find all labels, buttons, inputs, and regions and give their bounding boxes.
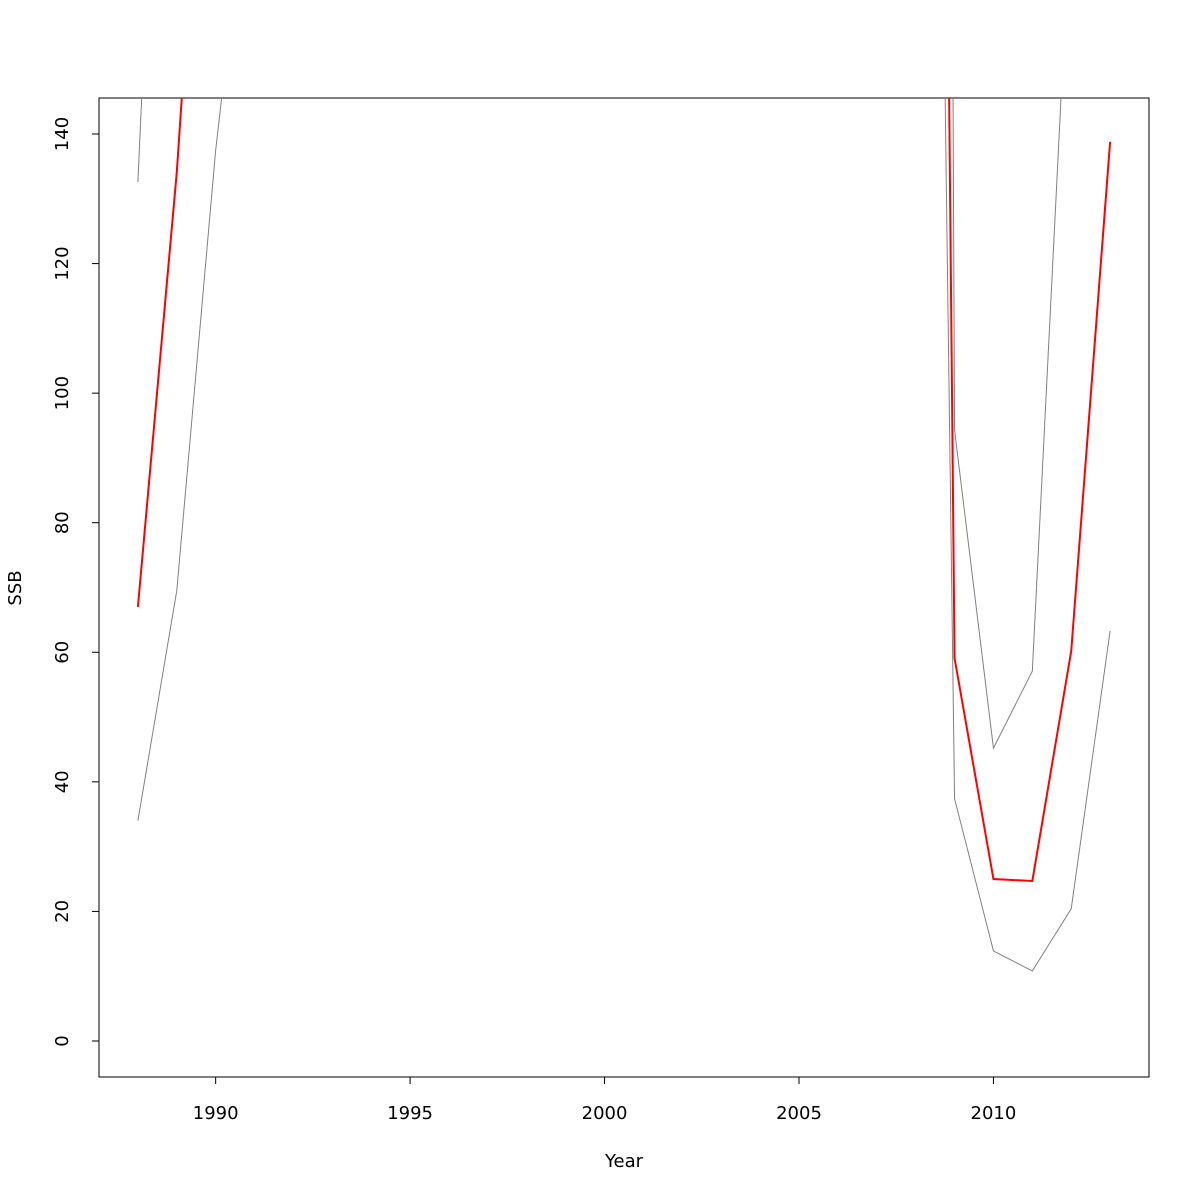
y-tick-label: 120	[52, 246, 73, 280]
x-tick-label: 1990	[193, 1103, 239, 1124]
plot-lines	[136, 98, 1112, 972]
y-tick-label: 60	[52, 641, 73, 664]
y-tick-label: 20	[52, 900, 73, 923]
y-tick-label: 40	[52, 770, 73, 793]
series-line	[137, 98, 1062, 750]
x-tick-label: 2005	[776, 1103, 822, 1124]
x-tick-label: 2010	[971, 1103, 1017, 1124]
plot-box	[98, 97, 1150, 1078]
y-tick-label: 140	[52, 117, 73, 151]
y-tick-label: 0	[52, 1035, 73, 1046]
series-line	[136, 98, 1112, 883]
y-axis-label: SSB	[5, 570, 26, 605]
y-tick-label: 80	[52, 511, 73, 534]
y-tick-label: 100	[52, 376, 73, 410]
series-line	[137, 98, 1111, 972]
x-axis-label: Year	[604, 1151, 644, 1172]
x-tick-label: 2000	[582, 1103, 628, 1124]
x-tick-label: 1995	[387, 1103, 433, 1124]
